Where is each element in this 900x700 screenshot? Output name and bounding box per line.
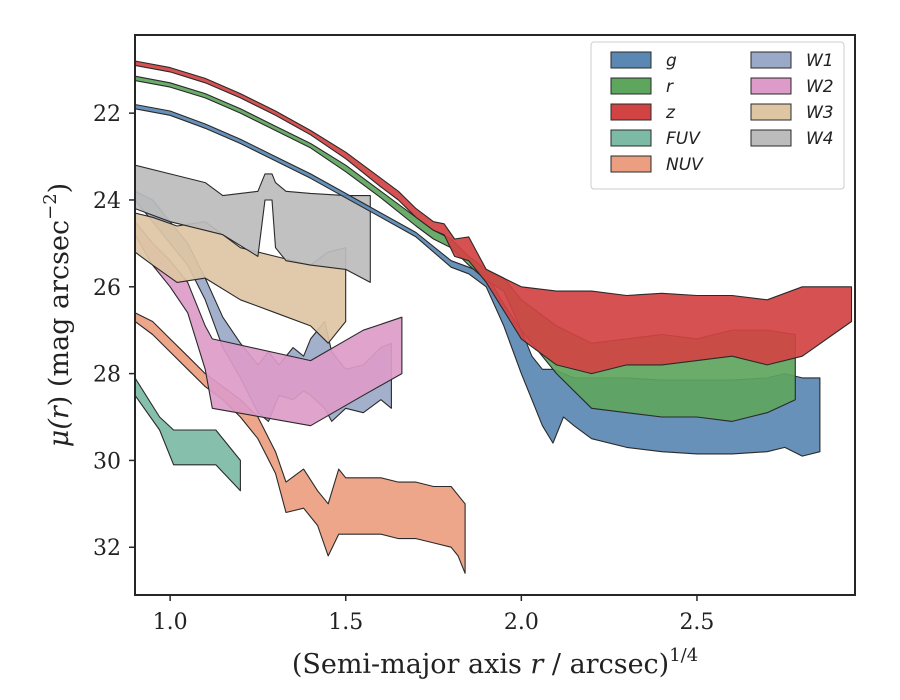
y-tick-label: 28	[93, 363, 121, 388]
legend-label-w1: W1	[806, 51, 834, 71]
legend-label-nuv: NUV	[666, 155, 704, 175]
legend-label-w2: W2	[806, 77, 834, 97]
series-band-nuv	[135, 312, 466, 574]
y-tick-label: 24	[93, 189, 121, 214]
y-axis-title-sup: −2	[40, 193, 61, 220]
legend-swatch-fuv	[610, 129, 652, 147]
series-band-w2	[135, 221, 403, 427]
legend-label-w3: W3	[806, 103, 834, 123]
x-axis-title-sup: 1/4	[669, 645, 698, 666]
legend-label-fuv: FUV	[666, 129, 701, 149]
x-tick-label: 1.0	[153, 610, 188, 635]
x-axis-title-main: (Semi-major axis	[292, 649, 531, 680]
x-tick-label: 1.5	[328, 610, 363, 635]
legend-label-z: z	[665, 103, 676, 123]
y-axis-title-close: )	[44, 183, 75, 194]
plot-frame	[134, 34, 856, 596]
legend-swatch-z	[610, 103, 652, 121]
legend: grz FUV NUV W1 W2 W3 W4	[590, 41, 845, 190]
legend-swatch-w3	[750, 103, 792, 121]
legend-label-r: r	[666, 77, 674, 97]
x-axis-title-var: r	[530, 649, 545, 680]
series-band-w4	[135, 164, 371, 283]
legend-label-w4: W4	[806, 129, 834, 149]
legend-swatch-w1	[750, 51, 792, 69]
x-axis-title-tail: / arcsec)	[543, 649, 669, 680]
series-band-g	[135, 103, 821, 457]
y-tick-label: 26	[93, 276, 121, 301]
y-tick-label: 22	[93, 102, 121, 127]
legend-swatch-w2	[750, 77, 792, 95]
x-axis-title: (Semi-major axis r / arcsec)1/4	[292, 645, 698, 680]
y-axis-title-tail: ) (mag arcsec	[44, 220, 75, 406]
y-axis-title-var: r	[44, 404, 75, 419]
x-tick-label: 2.5	[679, 610, 714, 635]
series-layer	[135, 60, 853, 574]
x-axis: 1.0 1.5 2.0 2.5	[153, 595, 714, 635]
y-axis-title-main: μ(	[44, 418, 75, 448]
x-tick-label: 2.0	[504, 610, 539, 635]
legend-label-g: g	[666, 51, 677, 71]
y-tick-label: 30	[93, 449, 121, 474]
legend-swatch-g	[610, 51, 652, 69]
series-band-fuv	[135, 377, 241, 492]
series-band-z	[135, 60, 853, 375]
series-band-r	[135, 75, 796, 422]
y-axis-title: μ(r) (mag arcsec−2)	[40, 183, 75, 447]
y-axis: 22 24 26 28 30 32	[93, 102, 135, 561]
legend-swatch-r	[610, 77, 652, 95]
legend-swatch-nuv	[610, 155, 652, 173]
y-tick-label: 32	[93, 536, 121, 561]
legend-swatch-w4	[750, 129, 792, 147]
